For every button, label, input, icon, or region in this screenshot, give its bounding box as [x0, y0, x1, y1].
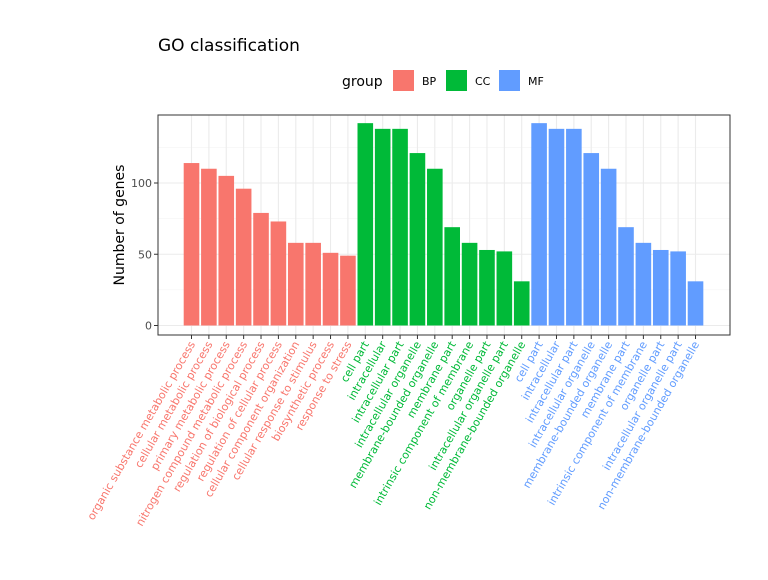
y-axis: 0 50 100 — [131, 177, 158, 333]
legend-key — [446, 70, 467, 91]
bar — [218, 175, 235, 326]
bar — [600, 168, 617, 326]
bar — [670, 251, 686, 326]
bar — [635, 242, 652, 326]
bar — [618, 227, 634, 326]
x-axis: organic substance metabolic processcellu… — [85, 335, 702, 529]
bar — [374, 128, 391, 326]
bar — [322, 252, 339, 326]
legend-label: MF — [528, 75, 544, 88]
y-tick-label: 0 — [145, 320, 152, 333]
bar — [305, 242, 321, 326]
bar — [253, 212, 269, 326]
legend-label: CC — [475, 75, 491, 88]
bar — [357, 123, 374, 326]
chart-title: GO classification — [158, 36, 300, 56]
bar — [652, 249, 669, 326]
bar — [287, 242, 304, 326]
bar — [392, 128, 408, 326]
bar — [270, 221, 287, 326]
bar — [461, 242, 478, 326]
legend-label: BP — [422, 75, 437, 88]
legend: group BP CC MF — [342, 70, 544, 91]
bar — [427, 168, 443, 326]
bar — [479, 249, 495, 326]
bar — [496, 251, 513, 326]
bar — [409, 153, 426, 326]
legend-key — [499, 70, 520, 91]
y-tick-label: 50 — [138, 248, 152, 261]
legend-key — [393, 70, 414, 91]
y-tick-label: 100 — [131, 177, 152, 190]
bar — [235, 188, 252, 326]
bars — [183, 123, 704, 326]
bar — [583, 153, 600, 326]
y-axis-label: Number of genes — [112, 165, 128, 286]
bar — [201, 168, 217, 326]
bar — [566, 128, 582, 326]
bar — [444, 227, 460, 326]
plot-border — [157, 114, 731, 336]
bar — [548, 128, 565, 326]
bar — [513, 281, 530, 326]
bar — [687, 281, 704, 326]
bar — [340, 255, 356, 326]
bar — [531, 123, 547, 326]
bar — [183, 163, 200, 326]
legend-title: group — [342, 74, 383, 90]
